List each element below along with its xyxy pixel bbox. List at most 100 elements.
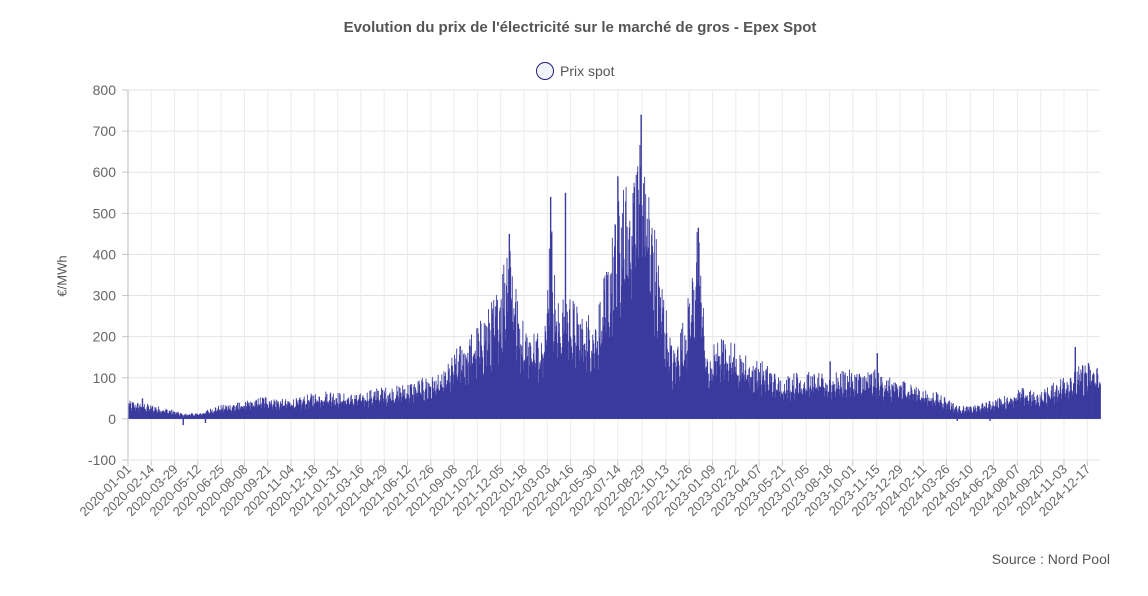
price-bar [143, 406, 145, 419]
price-bar [392, 400, 394, 419]
price-bar [782, 393, 784, 419]
price-bar [600, 343, 602, 419]
price-bar [732, 373, 734, 419]
price-bar [495, 294, 497, 419]
price-bar [589, 339, 591, 419]
price-bar [793, 373, 795, 419]
price-bar [835, 372, 837, 419]
price-bar [702, 308, 704, 419]
price-bar [677, 346, 679, 419]
price-bar [1089, 381, 1091, 419]
price-bar [422, 390, 424, 419]
price-bar [618, 201, 620, 419]
price-bar [868, 388, 870, 419]
price-bar [646, 218, 648, 419]
price-bar [364, 406, 366, 419]
price-bar [696, 262, 697, 419]
price-bar [205, 411, 207, 419]
price-bar [158, 409, 160, 419]
price-bar [347, 397, 349, 419]
price-bar [904, 382, 906, 419]
price-bar [831, 399, 832, 419]
price-bar [292, 406, 294, 419]
price-bar [899, 387, 901, 419]
price-bar [351, 400, 353, 419]
price-bar [339, 394, 341, 419]
price-bar [429, 387, 431, 419]
price-bar [325, 391, 327, 419]
price-bar [133, 403, 135, 419]
price-bar [319, 396, 321, 419]
x-tick-labels: 2020-01-012020-02-142020-03-292020-05-12… [76, 462, 1093, 520]
price-bar [927, 400, 929, 419]
price-bar [495, 316, 497, 419]
price-bar [620, 227, 622, 419]
price-bar [1040, 397, 1042, 419]
price-bar [648, 219, 650, 419]
price-bar [466, 364, 468, 419]
price-bar [467, 352, 469, 419]
price-bar [567, 341, 569, 419]
price-bar [609, 337, 611, 419]
price-bar [1047, 393, 1049, 419]
price-bar [738, 387, 740, 419]
price-bar [135, 407, 137, 419]
price-bar [911, 389, 913, 419]
price-bar [722, 352, 723, 419]
price-bar [998, 407, 1000, 419]
price-bar [237, 402, 238, 419]
price-bar [789, 390, 791, 419]
price-bar [458, 372, 460, 419]
price-bar [975, 411, 977, 419]
price-bar [362, 395, 364, 419]
price-bar [796, 374, 798, 419]
price-bar [612, 336, 614, 419]
price-bar [850, 376, 852, 419]
price-bar [1082, 365, 1083, 419]
price-bar [1046, 405, 1048, 419]
price-bar [815, 389, 817, 419]
price-bar [719, 356, 721, 419]
price-bar [893, 390, 894, 419]
price-bar [535, 341, 537, 419]
price-bar [958, 406, 960, 419]
legend-series-label[interactable]: Prix spot [560, 63, 615, 79]
price-bar [480, 323, 482, 419]
price-bar [258, 404, 260, 419]
price-bar [593, 353, 595, 419]
price-bar [863, 377, 865, 419]
price-bar [997, 408, 999, 419]
price-bar [143, 404, 145, 419]
price-bar [405, 398, 407, 419]
price-bar [184, 414, 186, 419]
price-bar [585, 321, 587, 419]
price-bar [417, 381, 419, 419]
price-bar [751, 377, 753, 419]
price-bar [828, 391, 830, 419]
price-bar [228, 405, 229, 419]
price-bar [661, 289, 663, 419]
price-bar [185, 413, 187, 419]
price-bar [804, 388, 806, 419]
legend-series-swatch[interactable] [536, 62, 554, 80]
price-bar [165, 408, 167, 419]
price-bar [672, 389, 674, 419]
price-bar [345, 400, 346, 419]
price-bar [749, 388, 751, 419]
price-bar [1008, 404, 1010, 419]
price-bar [597, 354, 599, 419]
price-bar [456, 348, 458, 419]
price-bar [404, 399, 406, 419]
price-bar [683, 360, 685, 419]
legend[interactable]: Prix spot [536, 60, 614, 82]
price-bar [962, 405, 964, 419]
price-bar [628, 227, 630, 419]
price-bar [260, 408, 262, 419]
price-bar [201, 415, 202, 419]
price-bar [846, 390, 848, 419]
price-bar [1015, 400, 1017, 419]
price-bar [799, 383, 801, 419]
price-bar [1052, 382, 1054, 419]
price-bar [717, 357, 719, 419]
price-bar [770, 373, 772, 419]
